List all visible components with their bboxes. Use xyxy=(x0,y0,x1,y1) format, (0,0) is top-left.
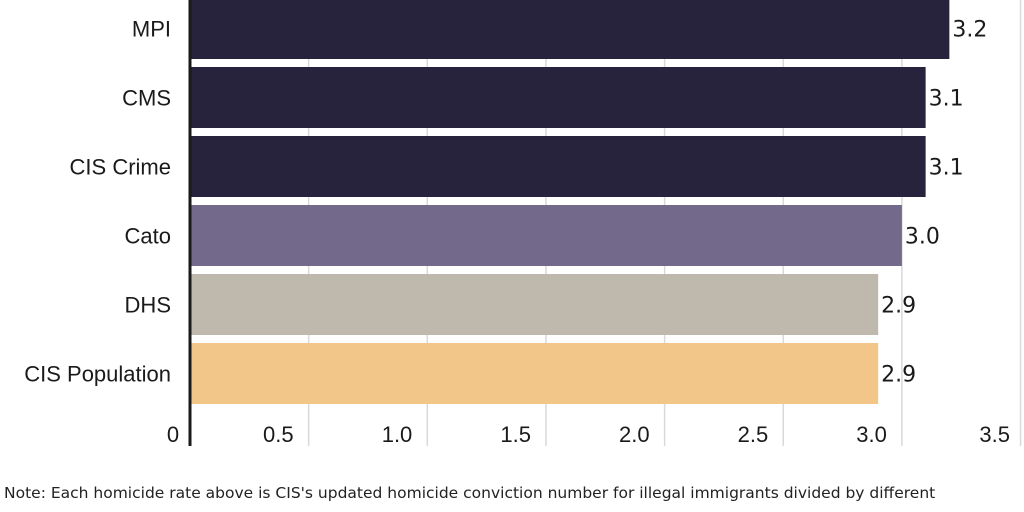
bar xyxy=(190,0,950,59)
bar-chart: MPI CMS CIS Crime Cato DHS CIS Population 3.2… xyxy=(24,0,1022,447)
value-label: 3.1 xyxy=(929,156,964,181)
value-label: 3.0 xyxy=(905,225,940,250)
x-tick-label: 1.0 xyxy=(382,422,413,447)
x-tick-label: 3.5 xyxy=(979,422,1010,447)
value-label: 3.1 xyxy=(929,87,964,112)
bar xyxy=(190,205,902,266)
x-tick-label: 1.5 xyxy=(500,422,531,447)
bars xyxy=(190,0,950,404)
value-label: 3.2 xyxy=(952,18,987,43)
x-tick-label: 0.5 xyxy=(263,422,294,447)
x-tick-label: 2.5 xyxy=(738,422,769,447)
x-tick-label: 2.0 xyxy=(619,422,650,447)
bar xyxy=(190,136,926,197)
bar xyxy=(190,274,879,335)
category-labels: MPI CMS CIS Crime Cato DHS CIS Population xyxy=(24,17,171,387)
value-labels: 3.2 3.1 3.1 3.0 2.9 2.9 xyxy=(881,18,987,388)
bar xyxy=(190,67,926,128)
category-label: Cato xyxy=(125,224,171,249)
x-tick-labels: 0 0.5 1.0 1.5 2.0 2.5 3.0 3.5 xyxy=(167,422,1010,447)
category-label: MPI xyxy=(132,17,171,42)
value-label: 2.9 xyxy=(881,294,916,319)
value-label: 2.9 xyxy=(881,363,916,388)
chart-note: Note: Each homicide rate above is CIS's … xyxy=(4,484,936,502)
category-label: CIS Population xyxy=(24,362,171,387)
category-label: DHS xyxy=(125,293,171,318)
x-tick-label: 0 xyxy=(167,422,179,447)
category-label: CIS Crime xyxy=(70,155,171,180)
category-label: CMS xyxy=(122,86,171,111)
bar xyxy=(190,343,879,404)
x-tick-label: 3.0 xyxy=(856,422,887,447)
